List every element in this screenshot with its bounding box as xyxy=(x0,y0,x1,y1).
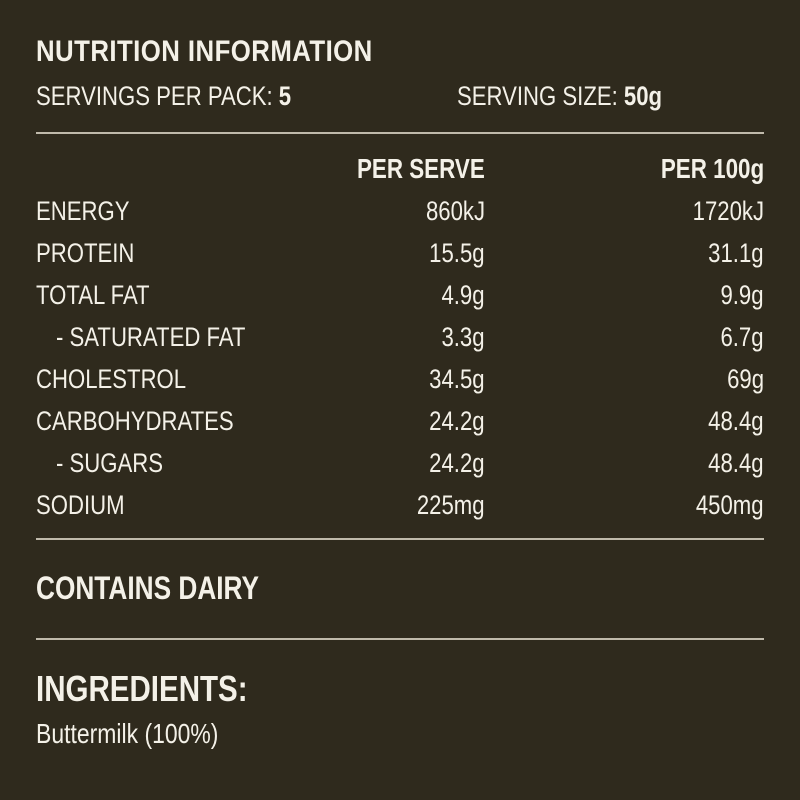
divider-bottom xyxy=(36,638,764,640)
per-100g-value: 450mg xyxy=(696,490,764,520)
nutrient-label: SODIUM xyxy=(36,490,125,520)
servings-per-pack: SERVINGS PER PACK: 5 xyxy=(36,78,291,114)
servings-per-pack-label: SERVINGS PER PACK: xyxy=(36,81,273,111)
per-serve-value: 34.5g xyxy=(429,364,485,394)
nutrient-label: - SATURATED FAT xyxy=(56,322,246,352)
table-row: SODIUM 225mg 450mg xyxy=(36,484,764,526)
per-100g-value: 6.7g xyxy=(720,322,764,352)
per-100g-value: 69g xyxy=(727,364,764,394)
table-row: PROTEIN 15.5g 31.1g xyxy=(36,232,764,274)
ingredients-text: Buttermilk (100%) xyxy=(36,718,219,749)
divider-middle xyxy=(36,538,764,540)
per-100g-value: 31.1g xyxy=(708,238,764,268)
servings-line: SERVINGS PER PACK: 5 SERVING SIZE: 50g xyxy=(36,78,764,114)
per-serve-value: 24.2g xyxy=(429,406,485,436)
table-row: TOTAL FAT 4.9g 9.9g xyxy=(36,274,764,316)
servings-per-pack-value: 5 xyxy=(278,81,292,111)
nutrient-label: ENERGY xyxy=(36,196,130,226)
per-100g-value: 9.9g xyxy=(720,280,764,310)
divider-top xyxy=(36,132,764,134)
serving-size: SERVING SIZE: 50g xyxy=(457,78,662,114)
per-100g-value: 48.4g xyxy=(708,448,764,478)
nutrient-label: TOTAL FAT xyxy=(36,280,150,310)
per-100g-value: 48.4g xyxy=(708,406,764,436)
table-row: - SATURATED FAT 3.3g 6.7g xyxy=(36,316,764,358)
ingredients-heading: INGREDIENTS: xyxy=(36,668,248,709)
nutrient-label: CARBOHYDRATES xyxy=(36,406,234,436)
per-100g-value: 1720kJ xyxy=(692,196,764,226)
per-serve-value: 3.3g xyxy=(441,322,485,352)
per-serve-value: 4.9g xyxy=(441,280,485,310)
table-row: CHOLESTROL 34.5g 69g xyxy=(36,358,764,400)
per-serve-value: 24.2g xyxy=(429,448,485,478)
nutrient-label: PROTEIN xyxy=(36,238,135,268)
per-serve-value: 15.5g xyxy=(429,238,485,268)
table-row: CARBOHYDRATES 24.2g 48.4g xyxy=(36,400,764,442)
column-header-per-serve: PER SERVE xyxy=(357,153,485,184)
nutrient-label: CHOLESTROL xyxy=(36,364,187,394)
serving-size-value: 50g xyxy=(623,81,663,111)
nutrient-label: - SUGARS xyxy=(56,448,164,478)
table-header-row: PER SERVE PER 100g xyxy=(36,148,764,190)
table-row: ENERGY 860kJ 1720kJ xyxy=(36,190,764,232)
column-header-per-100g: PER 100g xyxy=(660,153,764,184)
per-serve-value: 860kJ xyxy=(425,196,485,226)
nutrition-panel: NUTRITION INFORMATION SERVINGS PER PACK:… xyxy=(36,34,764,754)
table-row: - SUGARS 24.2g 48.4g xyxy=(36,442,764,484)
allergen-statement: CONTAINS DAIRY xyxy=(36,570,260,606)
nutrition-table: PER SERVE PER 100g ENERGY 860kJ 1720kJ P… xyxy=(36,148,764,526)
per-serve-value: 225mg xyxy=(417,490,485,520)
serving-size-label: SERVING SIZE: xyxy=(457,81,618,111)
panel-title: NUTRITION INFORMATION xyxy=(36,35,373,68)
